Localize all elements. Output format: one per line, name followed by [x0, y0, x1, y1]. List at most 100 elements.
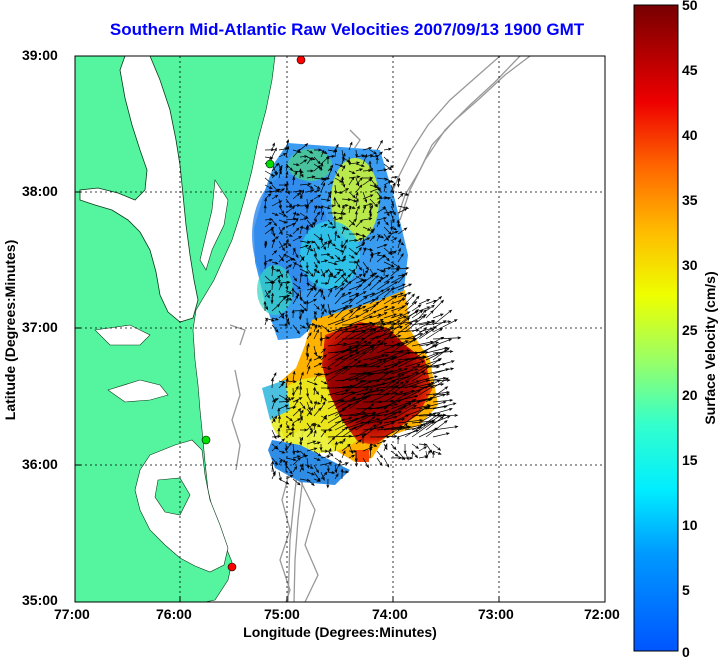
velocity-arrow: [334, 473, 339, 480]
velocity-arrow: [348, 170, 356, 174]
velocity-arrow: [313, 279, 318, 291]
velocity-arrow: [355, 168, 364, 172]
velocity-arrow: [292, 418, 301, 424]
velocity-arrow: [354, 210, 358, 221]
velocity-arrow: [320, 211, 325, 221]
velocity-arrow: [432, 377, 449, 389]
x-axis-label: Longitude (Degrees:Minutes): [243, 624, 437, 640]
velocity-arrow: [341, 273, 352, 284]
velocity-arrow: [278, 312, 285, 319]
velocity-arrow: [390, 226, 398, 231]
velocity-arrow: [320, 268, 325, 278]
velocity-arrow: [320, 380, 328, 385]
velocity-arrow: [299, 224, 303, 235]
velocity-arrow: [305, 204, 309, 214]
velocity-arrow: [397, 368, 419, 375]
velocity-arrow: [264, 177, 273, 185]
velocity-arrow: [397, 399, 417, 410]
velocity-arrow: [313, 441, 321, 445]
velocity-arrow: [383, 295, 398, 305]
velocity-arrow: [313, 254, 321, 265]
velocity-arrow: [348, 306, 361, 319]
velocity-arrow: [313, 422, 317, 431]
velocity-arrow: [327, 261, 338, 266]
radar-site-marker: [265, 159, 275, 169]
velocity-arrow: [376, 333, 393, 347]
velocity-arrow: [313, 247, 317, 258]
velocity-arrow: [355, 278, 367, 291]
colorbar-tick-label: 35: [682, 192, 698, 208]
velocity-arrow: [341, 255, 346, 263]
velocity-arrow: [355, 197, 359, 207]
velocity-arrow: [333, 196, 337, 207]
velocity-arrow: [376, 312, 388, 319]
velocity-arrow: [299, 159, 308, 165]
velocity-arrow: [390, 351, 412, 361]
velocity-arrow: [271, 415, 278, 424]
velocity-arrow: [396, 177, 400, 188]
velocity-arrow: [327, 285, 339, 291]
velocity-arrow: [271, 268, 281, 272]
velocity-arrow: [306, 184, 314, 189]
x-tick-label: 74:00: [372, 606, 408, 622]
velocity-arrow: [425, 386, 449, 403]
velocity-arrow: [320, 394, 327, 402]
velocity-arrow: [397, 389, 422, 403]
velocity-arrow: [432, 398, 454, 403]
velocity-arrow: [348, 315, 373, 326]
velocity-arrow: [292, 261, 303, 268]
velocity-arrow: [299, 155, 309, 159]
velocity-arrow: [306, 464, 314, 469]
velocity-arrow: [376, 139, 383, 151]
velocity-arrow: [271, 460, 275, 473]
velocity-arrow: [334, 268, 343, 272]
velocity-arrow: [362, 418, 381, 424]
velocity-arrow: [326, 464, 330, 473]
velocity-arrow: [334, 417, 359, 431]
velocity-arrow: [334, 358, 358, 375]
velocity-arrow: [355, 154, 366, 158]
velocity-arrow: [376, 434, 398, 438]
velocity-arrow: [341, 450, 346, 459]
velocity-arrow: [313, 261, 318, 269]
velocity-arrow: [313, 328, 319, 340]
velocity-arrow: [369, 279, 382, 291]
velocity-arrow: [292, 398, 299, 410]
velocity-arrow: [362, 304, 378, 312]
velocity-arrow: [334, 306, 347, 319]
velocity-arrow: [305, 317, 309, 327]
velocity-arrow: [355, 258, 360, 270]
velocity-arrow: [278, 382, 285, 389]
velocity-arrow: [327, 309, 337, 313]
velocity-arrow: [271, 147, 277, 158]
velocity-arrow: [418, 309, 427, 319]
velocity-arrow: [313, 478, 321, 482]
velocity-arrow: [348, 191, 356, 199]
velocity-arrow: [341, 462, 350, 466]
velocity-arrow: [306, 175, 316, 179]
velocity-arrow: [299, 371, 304, 382]
velocity-arrow: [355, 184, 363, 193]
velocity-arrow: [299, 271, 303, 284]
velocity-arrow: [313, 288, 322, 298]
velocity-arrow: [292, 227, 300, 235]
velocity-arrow: [369, 421, 395, 431]
velocity-arrow: [327, 275, 338, 279]
velocity-arrow: [327, 447, 332, 459]
velocity-arrow: [369, 187, 381, 193]
velocity-arrow: [264, 317, 275, 322]
velocity-arrow: [278, 296, 287, 305]
velocity-arrow: [425, 367, 455, 375]
velocity-arrow: [432, 360, 455, 368]
velocity-arrow: [355, 261, 363, 271]
y-tick-label: 36:00: [22, 456, 58, 472]
velocity-arrow: [383, 156, 390, 163]
velocity-arrow: [418, 375, 439, 382]
velocity-arrow: [397, 372, 420, 382]
velocity-arrow: [313, 356, 323, 361]
velocity-arrow: [306, 447, 318, 452]
velocity-arrow: [278, 471, 282, 482]
velocity-arrow: [285, 474, 294, 480]
velocity-arrow: [334, 148, 338, 158]
velocity-arrow: [306, 342, 310, 354]
